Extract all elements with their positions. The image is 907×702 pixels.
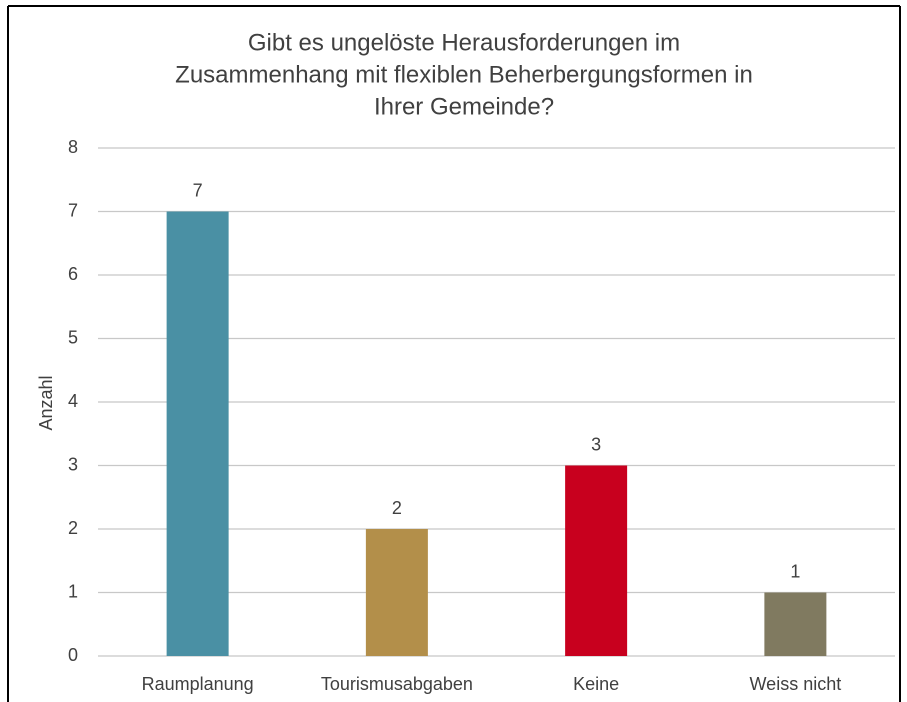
- bar: [764, 592, 827, 656]
- y-tick-label: 6: [68, 264, 78, 284]
- bar: [365, 529, 428, 656]
- x-tick-label: Raumplanung: [142, 674, 254, 694]
- x-tick-label: Tourismusabgaben: [321, 674, 473, 694]
- y-tick-label: 7: [68, 200, 78, 220]
- y-tick-label: 5: [68, 327, 78, 347]
- data-label: 3: [591, 434, 601, 454]
- y-tick-label: 4: [68, 391, 78, 411]
- y-axis-label: Anzahl: [36, 375, 56, 430]
- data-label: 1: [790, 561, 800, 581]
- chart-title: Gibt es ungelöste Herausforderungen im: [248, 29, 680, 56]
- data-label: 2: [392, 498, 402, 518]
- bar: [565, 465, 628, 656]
- chart-title: Zusammenhang mit flexiblen Beherbergungs…: [175, 61, 753, 88]
- x-tick-label: Keine: [573, 674, 619, 694]
- y-tick-label: 3: [68, 454, 78, 474]
- y-tick-label: 1: [68, 581, 78, 601]
- y-tick-label: 8: [68, 137, 78, 157]
- y-tick-label: 0: [68, 645, 78, 665]
- y-tick-label: 2: [68, 518, 78, 538]
- bar: [166, 211, 229, 656]
- data-label: 7: [193, 180, 203, 200]
- chart-title: Ihrer Gemeinde?: [374, 93, 554, 120]
- x-tick-label: Weiss nicht: [750, 674, 842, 694]
